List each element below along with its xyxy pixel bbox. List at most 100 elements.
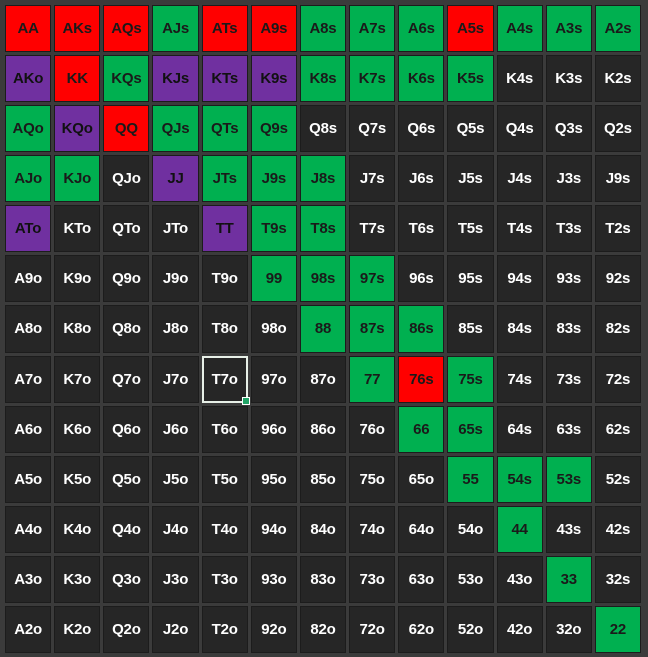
hand-cell-j7o[interactable]: J7o [152, 355, 199, 403]
hand-cell-84s[interactable]: 84s [496, 305, 543, 353]
hand-cell-a7s[interactable]: A7s [349, 5, 396, 53]
hand-cell-k4s[interactable]: K4s [496, 55, 543, 103]
hand-cell-73s[interactable]: 73s [545, 355, 592, 403]
hand-cell-aa[interactable]: AA [5, 5, 52, 53]
hand-cell-aqs[interactable]: AQs [103, 5, 150, 53]
hand-cell-k5s[interactable]: K5s [447, 55, 494, 103]
hand-cell-k2o[interactable]: K2o [54, 605, 101, 653]
hand-cell-j5o[interactable]: J5o [152, 455, 199, 503]
hand-cell-ato[interactable]: ATo [5, 205, 52, 253]
hand-cell-qjs[interactable]: QJs [152, 105, 199, 153]
hand-cell-q3s[interactable]: Q3s [545, 105, 592, 153]
hand-cell-q7o[interactable]: Q7o [103, 355, 150, 403]
hand-cell-a9s[interactable]: A9s [250, 5, 297, 53]
hand-cell-93s[interactable]: 93s [545, 255, 592, 303]
hand-cell-82s[interactable]: 82s [594, 305, 641, 353]
hand-cell-74o[interactable]: 74o [349, 505, 396, 553]
hand-cell-93o[interactable]: 93o [250, 555, 297, 603]
hand-cell-qjo[interactable]: QJo [103, 155, 150, 203]
hand-cell-j6o[interactable]: J6o [152, 405, 199, 453]
hand-cell-77[interactable]: 77 [349, 355, 396, 403]
hand-cell-99[interactable]: 99 [250, 255, 297, 303]
hand-cell-kto[interactable]: KTo [54, 205, 101, 253]
hand-cell-76o[interactable]: 76o [349, 405, 396, 453]
hand-cell-k2s[interactable]: K2s [594, 55, 641, 103]
hand-cell-j2o[interactable]: J2o [152, 605, 199, 653]
hand-cell-t7s[interactable]: T7s [349, 205, 396, 253]
hand-cell-kjo[interactable]: KJo [54, 155, 101, 203]
hand-cell-j5s[interactable]: J5s [447, 155, 494, 203]
hand-cell-q3o[interactable]: Q3o [103, 555, 150, 603]
hand-cell-j9s[interactable]: J9s [594, 155, 641, 203]
hand-cell-a9o[interactable]: A9o [5, 255, 52, 303]
hand-cell-t5o[interactable]: T5o [201, 455, 248, 503]
hand-cell-52s[interactable]: 52s [594, 455, 641, 503]
hand-cell-83s[interactable]: 83s [545, 305, 592, 353]
hand-cell-98o[interactable]: 98o [250, 305, 297, 353]
hand-cell-43s[interactable]: 43s [545, 505, 592, 553]
hand-cell-qto[interactable]: QTo [103, 205, 150, 253]
hand-cell-52o[interactable]: 52o [447, 605, 494, 653]
hand-cell-87s[interactable]: 87s [349, 305, 396, 353]
hand-cell-55[interactable]: 55 [447, 455, 494, 503]
hand-cell-kjs[interactable]: KJs [152, 55, 199, 103]
hand-cell-q2s[interactable]: Q2s [594, 105, 641, 153]
hand-cell-a7o[interactable]: A7o [5, 355, 52, 403]
hand-cell-83o[interactable]: 83o [299, 555, 347, 603]
hand-cell-q8o[interactable]: Q8o [103, 305, 150, 353]
hand-cell-43o[interactable]: 43o [496, 555, 543, 603]
hand-cell-t8o[interactable]: T8o [201, 305, 248, 353]
hand-cell-ajo[interactable]: AJo [5, 155, 52, 203]
hand-cell-k8o[interactable]: K8o [54, 305, 101, 353]
hand-cell-qq[interactable]: QQ [103, 105, 150, 153]
hand-cell-a6s[interactable]: A6s [398, 5, 445, 53]
hand-cell-74s[interactable]: 74s [496, 355, 543, 403]
hand-cell-t7o[interactable]: T7o [201, 355, 250, 405]
hand-cell-j8o[interactable]: J8o [152, 305, 199, 353]
hand-cell-k7o[interactable]: K7o [54, 355, 101, 403]
hand-cell-a2o[interactable]: A2o [5, 605, 52, 653]
hand-cell-a2s[interactable]: A2s [594, 5, 641, 53]
hand-cell-64o[interactable]: 64o [398, 505, 445, 553]
hand-cell-t9o[interactable]: T9o [201, 255, 248, 303]
hand-cell-t3o[interactable]: T3o [201, 555, 248, 603]
hand-cell-86o[interactable]: 86o [299, 405, 347, 453]
hand-cell-75s[interactable]: 75s [447, 355, 494, 403]
hand-cell-33[interactable]: 33 [545, 555, 592, 603]
hand-cell-85o[interactable]: 85o [299, 455, 347, 503]
hand-cell-kqo[interactable]: KQo [54, 105, 101, 153]
hand-cell-k4o[interactable]: K4o [54, 505, 101, 553]
hand-cell-96o[interactable]: 96o [250, 405, 297, 453]
hand-cell-84o[interactable]: 84o [299, 505, 347, 553]
hand-cell-kqs[interactable]: KQs [103, 55, 150, 103]
hand-cell-22[interactable]: 22 [594, 605, 641, 653]
hand-cell-jj[interactable]: JJ [152, 155, 199, 203]
hand-cell-k3o[interactable]: K3o [54, 555, 101, 603]
hand-cell-75o[interactable]: 75o [349, 455, 396, 503]
hand-cell-97o[interactable]: 97o [250, 355, 297, 403]
hand-cell-63o[interactable]: 63o [398, 555, 445, 603]
hand-cell-53o[interactable]: 53o [447, 555, 494, 603]
hand-cell-q9s[interactable]: Q9s [250, 105, 297, 153]
hand-cell-tt[interactable]: TT [201, 205, 248, 253]
hand-cell-65o[interactable]: 65o [398, 455, 445, 503]
hand-cell-ats[interactable]: ATs [201, 5, 248, 53]
hand-cell-42o[interactable]: 42o [496, 605, 543, 653]
hand-cell-72s[interactable]: 72s [594, 355, 641, 403]
hand-cell-44[interactable]: 44 [496, 505, 543, 553]
hand-cell-65s[interactable]: 65s [447, 405, 494, 453]
hand-cell-94o[interactable]: 94o [250, 505, 297, 553]
hand-cell-kts[interactable]: KTs [201, 55, 248, 103]
hand-cell-76s[interactable]: 76s [398, 355, 445, 403]
hand-cell-j7s[interactable]: J7s [349, 155, 396, 203]
hand-cell-87o[interactable]: 87o [299, 355, 347, 403]
hand-cell-q5s[interactable]: Q5s [447, 105, 494, 153]
hand-cell-64s[interactable]: 64s [496, 405, 543, 453]
hand-cell-jto[interactable]: JTo [152, 205, 199, 253]
hand-cell-kk[interactable]: KK [54, 55, 101, 103]
hand-cell-32o[interactable]: 32o [545, 605, 592, 653]
hand-cell-j8s[interactable]: J8s [299, 155, 347, 203]
hand-cell-53s[interactable]: 53s [545, 455, 592, 503]
hand-cell-a5o[interactable]: A5o [5, 455, 52, 503]
hand-cell-t6s[interactable]: T6s [398, 205, 445, 253]
